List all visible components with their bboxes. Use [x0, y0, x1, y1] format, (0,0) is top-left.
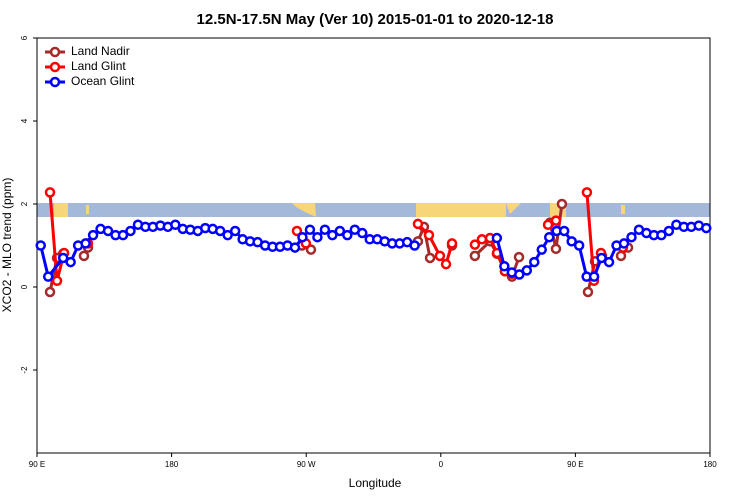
point: [229, 225, 241, 237]
point: [65, 256, 76, 268]
point: [357, 227, 368, 239]
point: [44, 187, 56, 198]
point: [51, 275, 63, 287]
x-tick-label: 180: [165, 460, 179, 469]
legend-marker: [49, 61, 61, 73]
point: [214, 225, 226, 237]
point: [409, 240, 420, 251]
ocean-strip: [37, 203, 710, 217]
x-tick-label: 90 E: [29, 460, 45, 469]
land-patch: [54, 203, 68, 217]
series: [46, 188, 627, 284]
point: [469, 250, 481, 262]
y-tick-label: 0: [20, 284, 29, 289]
x-tick-label: 0: [439, 460, 444, 469]
point: [469, 239, 481, 250]
x-tick-label: 90 E: [567, 460, 583, 469]
point: [42, 271, 54, 282]
point: [566, 236, 577, 247]
point: [521, 265, 533, 276]
point: [618, 238, 630, 249]
legend-marker: [49, 46, 61, 58]
point: [491, 232, 503, 244]
point: [588, 271, 600, 282]
point: [327, 229, 338, 241]
series: [35, 219, 712, 282]
point: [297, 231, 308, 243]
point: [319, 224, 331, 235]
point: [558, 225, 570, 237]
y-tick-label: 2: [20, 201, 29, 206]
point: [499, 261, 510, 272]
point: [289, 242, 301, 253]
point: [170, 219, 181, 230]
legend-label: Ocean Glint: [71, 74, 135, 88]
x-tick-label: 90 W: [297, 460, 316, 469]
x-axis-label: Longitude: [349, 476, 402, 490]
y-tick-label: -2: [20, 366, 29, 374]
point: [44, 286, 56, 298]
point: [102, 225, 114, 237]
land-patch: [292, 203, 316, 217]
point: [581, 187, 593, 198]
point: [57, 252, 69, 264]
y-tick-label: 4: [20, 118, 29, 123]
point: [626, 231, 637, 243]
point: [550, 215, 562, 226]
land-patch: [506, 203, 521, 214]
point: [615, 250, 627, 262]
chart-title: 12.5N-17.5N May (Ver 10) 2015-01-01 to 2…: [197, 11, 554, 28]
point: [80, 238, 91, 249]
point: [603, 256, 615, 268]
point: [434, 250, 446, 262]
point: [78, 250, 90, 262]
legend-label: Land Nadir: [71, 44, 130, 58]
point: [304, 224, 316, 235]
point: [291, 225, 303, 237]
land-patch: [416, 203, 506, 217]
y-axis-label: XCO2 - MLO trend (ppm): [0, 178, 14, 313]
point: [342, 229, 353, 241]
point: [424, 252, 436, 264]
point: [550, 243, 562, 255]
point: [476, 234, 488, 245]
map-strip: [37, 203, 710, 217]
point: [446, 238, 458, 249]
point: [513, 251, 525, 263]
point: [536, 244, 547, 255]
point: [573, 240, 585, 251]
point: [125, 225, 136, 237]
point: [35, 240, 46, 251]
y-tick-label: 6: [20, 35, 29, 40]
point: [556, 198, 568, 210]
x-tick-label: 180: [703, 460, 717, 469]
point: [663, 225, 675, 237]
point: [440, 258, 452, 270]
point: [412, 218, 424, 230]
legend-marker: [49, 76, 61, 88]
point: [596, 252, 607, 264]
point: [222, 229, 233, 241]
point: [514, 269, 525, 280]
point: [529, 256, 540, 268]
point: [701, 222, 712, 234]
point: [117, 229, 129, 241]
point: [334, 225, 346, 237]
legend-label: Land Glint: [71, 59, 126, 73]
point: [87, 229, 99, 241]
point: [542, 219, 554, 230]
land-patch: [621, 205, 625, 214]
point: [656, 229, 667, 241]
point: [423, 229, 435, 241]
land-patch: [86, 205, 89, 214]
point: [582, 286, 594, 298]
point: [312, 231, 323, 243]
point: [543, 231, 555, 243]
